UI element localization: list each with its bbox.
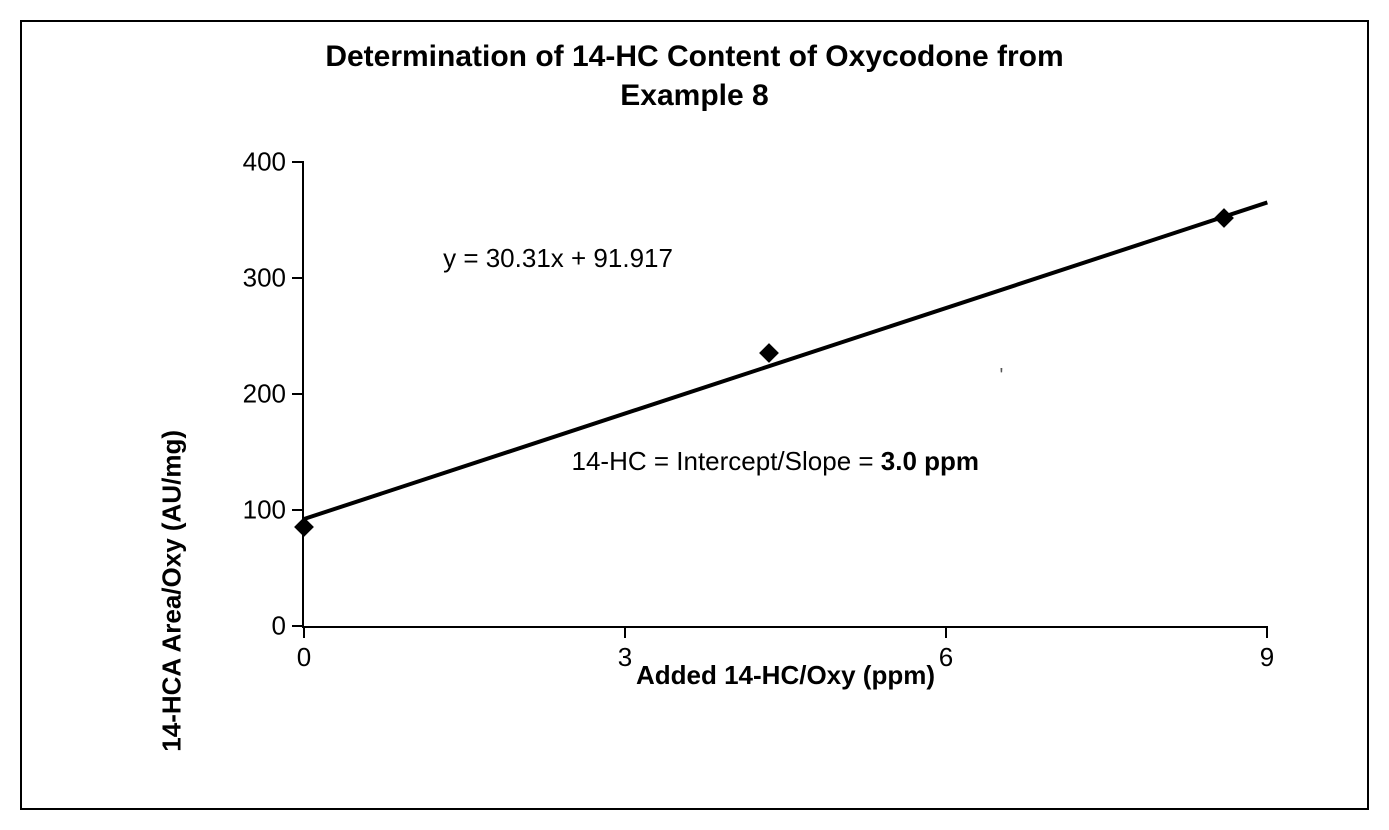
x-tick-label: 0 [297,642,311,673]
plot-wrap: 14-HCA Area/Oxy (AU/mg) Added 14-HC/Oxy … [182,162,1307,698]
result-value: 3.0 ppm [881,446,979,476]
y-tick [292,509,304,511]
y-tick [292,393,304,395]
y-axis-label: 14-HCA Area/Oxy (AU/mg) [157,430,188,752]
y-tick-label: 0 [272,611,286,642]
y-tick-label: 100 [243,495,286,526]
x-tick [303,626,305,638]
data-point [760,343,780,363]
result-text: 14-HC = Intercept/Slope = 3.0 ppm [572,446,980,477]
x-axis-label: Added 14-HC/Oxy (ppm) [636,660,935,691]
x-tick-label: 6 [939,642,953,673]
plot-area: Added 14-HC/Oxy (ppm) y = 30.31x + 91.91… [302,162,1267,628]
data-point [294,517,314,537]
chart-container: Determination of 14-HC Content of Oxycod… [20,20,1369,810]
data-point [1214,208,1234,228]
y-tick-label: 400 [243,147,286,178]
x-tick [624,626,626,638]
x-tick [945,626,947,638]
title-line-2: Example 8 [620,79,768,112]
y-tick-label: 300 [243,263,286,294]
title-line-1: Determination of 14-HC Content of Oxycod… [325,40,1063,73]
x-tick [1266,626,1268,638]
y-tick [292,277,304,279]
result-prefix: 14-HC = Intercept/Slope = [572,446,881,476]
stray-mark: ' [1000,365,1004,388]
chart-title: Determination of 14-HC Content of Oxycod… [22,22,1367,115]
equation-text: y = 30.31x + 91.917 [443,243,673,274]
y-tick-label: 200 [243,379,286,410]
x-tick-label: 3 [618,642,632,673]
x-tick-label: 9 [1260,642,1274,673]
y-tick [292,161,304,163]
